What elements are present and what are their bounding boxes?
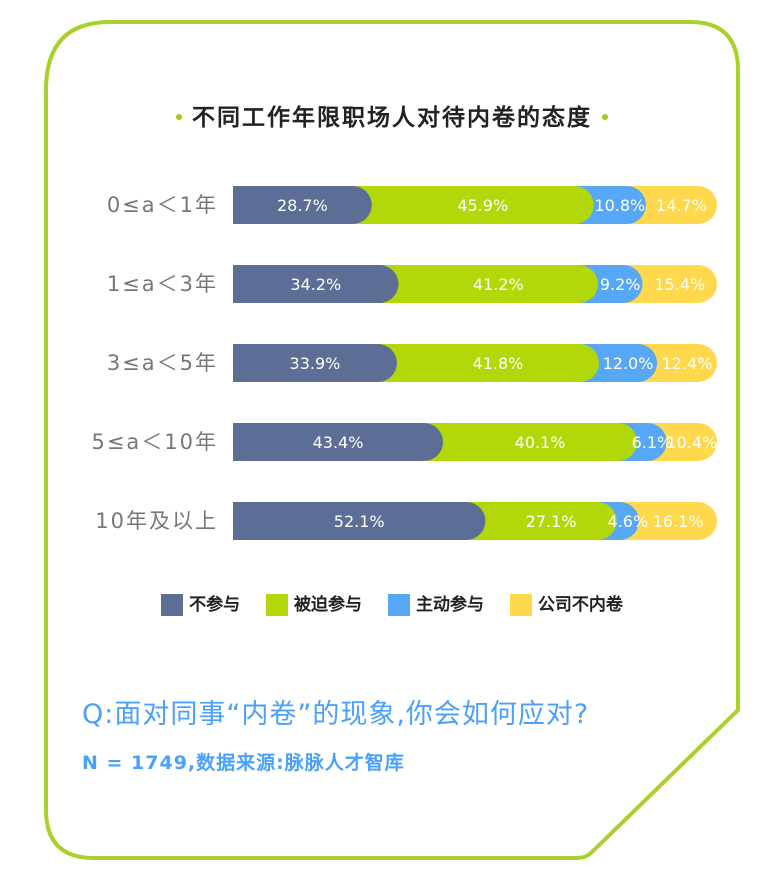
legend-label-forced: 被迫参与 [294, 595, 363, 615]
card-border [44, 20, 740, 860]
title-dot-right [602, 113, 608, 120]
data-label: 10.4% [666, 433, 717, 452]
data-label: 9.2% [600, 275, 641, 294]
bar-segment [647, 423, 717, 461]
data-label: 33.9% [290, 354, 341, 373]
legend-swatch-forced [266, 594, 289, 616]
data-label: 12.4% [662, 354, 713, 373]
data-source: N = 1749,数据来源:脉脉人才智库 [82, 752, 405, 774]
legend-label-not-participate: 不参与 [189, 595, 241, 615]
bar-segment [233, 502, 486, 540]
data-label: 16.1% [653, 512, 704, 531]
legend-swatch-company-none [509, 594, 532, 616]
data-label: 10.8% [594, 196, 645, 215]
legend-item-company-none: 公司不内卷 [509, 590, 623, 616]
legend-item-active: 主动参与 [387, 590, 484, 616]
bar-segment [623, 265, 717, 303]
bar-segment [626, 186, 717, 224]
bar-segment [352, 186, 594, 224]
bar-segment [466, 502, 617, 540]
row-label: 5≤a＜10年 [91, 430, 218, 454]
bar-segment [424, 423, 638, 461]
bar-segment [233, 265, 399, 303]
bar-segment [379, 265, 598, 303]
row-label: 1≤a＜3年 [107, 272, 218, 296]
bar-segment [580, 344, 658, 382]
bar-segment [233, 423, 444, 461]
data-label: 43.4% [313, 433, 364, 452]
data-label: 34.2% [290, 275, 341, 294]
survey-question: Q:面对同事“内卷”的现象,你会如何应对? [82, 699, 590, 730]
legend-swatch-active [387, 594, 410, 616]
data-label: 45.9% [457, 196, 508, 215]
legend-item-forced: 被迫参与 [266, 590, 362, 616]
bar-segment [377, 344, 600, 382]
legend-label-company-none: 公司不内卷 [537, 595, 623, 615]
data-label: 41.8% [473, 354, 524, 373]
row-label: 0≤a＜1年 [107, 193, 218, 217]
bar-segment [574, 186, 646, 224]
chart-title: 不同工作年限职场人对待内卷的态度 [0, 98, 784, 132]
data-label: 15.4% [654, 275, 705, 294]
row-label: 10年及以上 [95, 509, 218, 533]
data-label: 6.1% [632, 433, 673, 452]
data-label: 12.0% [603, 354, 654, 373]
row-label: 3≤a＜5年 [107, 351, 218, 375]
bar-segment [619, 502, 717, 540]
bar-segment [233, 344, 397, 382]
data-label: 14.7% [656, 196, 707, 215]
legend-swatch-not-participate [161, 594, 184, 616]
bar-segment [233, 186, 372, 224]
data-label: 28.7% [277, 196, 328, 215]
title-dot-left [176, 113, 182, 120]
data-label: 52.1% [334, 512, 385, 531]
data-label: 27.1% [526, 512, 577, 531]
legend-item-not-participate: 不参与 [161, 590, 240, 616]
chart-title-text: 不同工作年限职场人对待内卷的态度 [192, 105, 592, 131]
data-label: 4.6% [608, 512, 649, 531]
bar-segment [638, 344, 717, 382]
data-label: 41.2% [473, 275, 524, 294]
legend: 不参与 被迫参与 主动参与 公司不内卷 [0, 590, 784, 616]
data-label: 40.1% [515, 433, 566, 452]
legend-label-active: 主动参与 [415, 595, 484, 615]
